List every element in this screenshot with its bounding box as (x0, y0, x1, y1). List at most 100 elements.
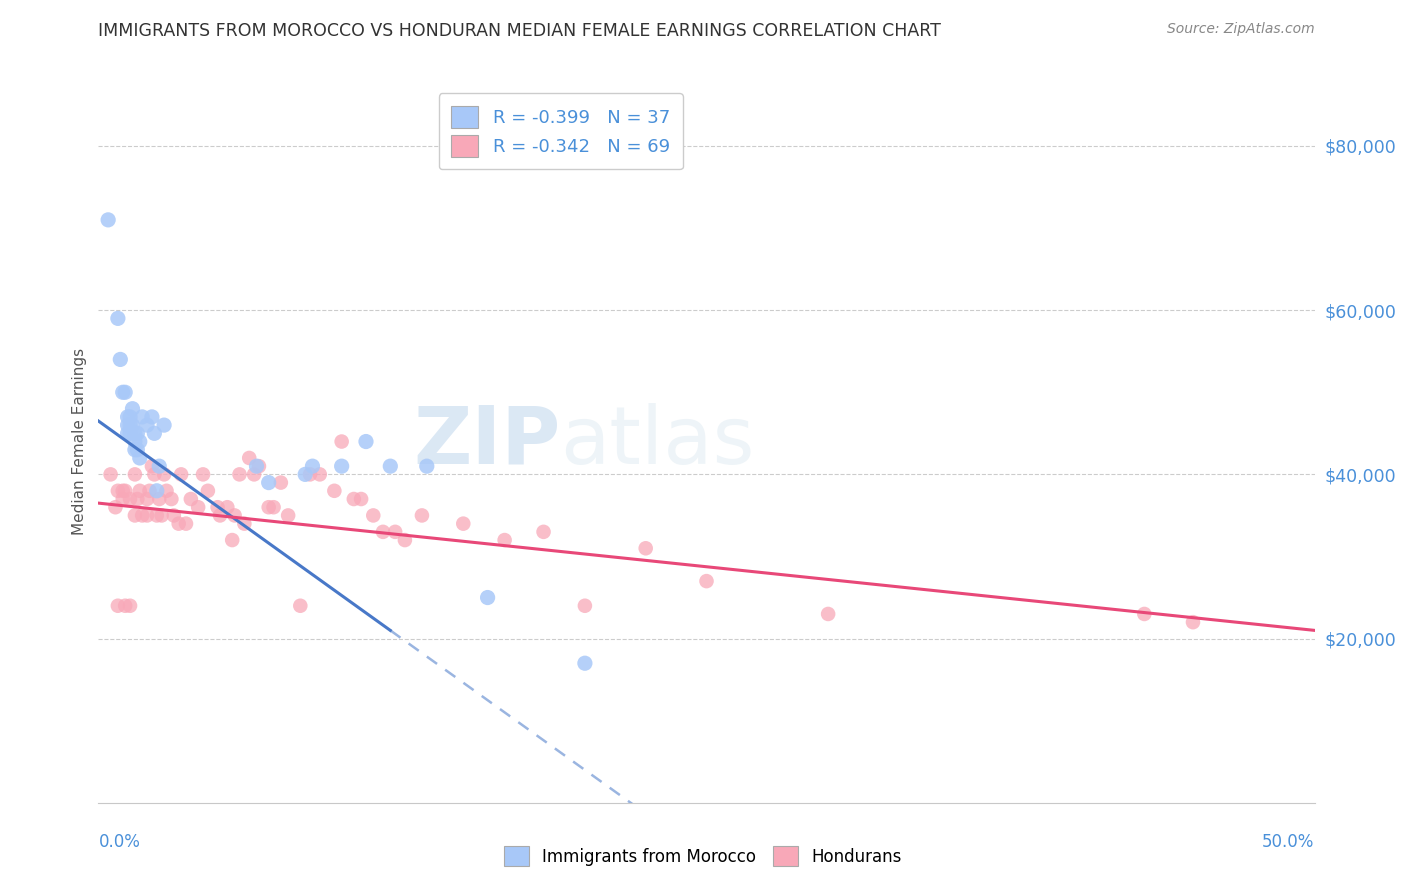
Text: 0.0%: 0.0% (98, 833, 141, 851)
Point (117, 426, 139, 441)
Y-axis label: Median Female Earnings: Median Female Earnings (72, 348, 87, 535)
Point (153, 467, 176, 482)
Point (114, 599, 136, 613)
Point (354, 434, 377, 449)
Point (207, 500, 229, 515)
Point (111, 385, 134, 400)
Point (153, 418, 176, 433)
Point (128, 450, 150, 465)
Point (167, 516, 190, 531)
Point (477, 591, 499, 605)
Point (138, 483, 160, 498)
Point (131, 409, 153, 424)
Point (128, 483, 150, 498)
Point (191, 467, 214, 482)
Point (343, 491, 366, 506)
Point (136, 491, 159, 506)
Point (163, 508, 186, 523)
Point (380, 459, 402, 474)
Point (148, 491, 170, 506)
Point (174, 516, 197, 531)
Point (141, 459, 163, 474)
Point (301, 459, 323, 474)
Point (146, 483, 169, 498)
Point (323, 483, 346, 498)
Point (187, 500, 209, 515)
Point (100, 467, 122, 482)
Point (118, 491, 141, 506)
Point (128, 434, 150, 449)
Point (416, 459, 439, 474)
Point (124, 426, 146, 441)
Point (634, 541, 657, 556)
Point (1133, 607, 1156, 621)
Point (107, 599, 129, 613)
Point (155, 483, 177, 498)
Point (121, 401, 143, 416)
Point (494, 533, 516, 547)
Legend: R = -0.399   N = 37, R = -0.342   N = 69: R = -0.399 N = 37, R = -0.342 N = 69 (439, 93, 682, 169)
Point (148, 459, 170, 474)
Point (127, 491, 149, 506)
Point (117, 409, 139, 424)
Point (124, 508, 146, 523)
Point (127, 442, 149, 457)
Point (118, 418, 141, 433)
Point (294, 467, 316, 482)
Point (533, 524, 555, 539)
Point (233, 516, 256, 531)
Point (817, 607, 839, 621)
Point (411, 508, 433, 523)
Point (217, 500, 239, 515)
Point (350, 491, 373, 506)
Point (263, 500, 285, 515)
Text: Source: ZipAtlas.com: Source: ZipAtlas.com (1167, 22, 1315, 37)
Point (394, 533, 416, 547)
Point (308, 467, 330, 482)
Point (104, 500, 127, 515)
Point (243, 467, 266, 482)
Point (170, 467, 193, 482)
Point (453, 516, 475, 531)
Point (136, 508, 159, 523)
Point (238, 450, 260, 465)
Point (111, 483, 134, 498)
Point (97, 212, 120, 227)
Point (228, 467, 250, 482)
Point (114, 385, 136, 400)
Point (127, 426, 149, 441)
Point (209, 508, 232, 523)
Point (299, 467, 322, 482)
Point (361, 508, 384, 523)
Point (124, 434, 146, 449)
Point (118, 409, 141, 424)
Point (107, 483, 129, 498)
Point (114, 483, 136, 498)
Point (141, 409, 163, 424)
Point (124, 467, 146, 482)
Point (257, 500, 280, 515)
Point (136, 418, 159, 433)
Text: ZIP: ZIP (413, 402, 561, 481)
Point (270, 475, 292, 490)
Point (221, 533, 243, 547)
Point (143, 467, 166, 482)
Point (118, 599, 141, 613)
Point (121, 418, 143, 433)
Point (330, 459, 353, 474)
Point (111, 491, 134, 506)
Text: 50.0%: 50.0% (1263, 833, 1315, 851)
Point (160, 491, 183, 506)
Point (245, 459, 267, 474)
Point (1182, 615, 1205, 630)
Point (117, 418, 139, 433)
Point (150, 508, 173, 523)
Point (290, 599, 312, 613)
Point (118, 426, 141, 441)
Text: atlas: atlas (561, 402, 755, 481)
Point (224, 508, 246, 523)
Legend: Immigrants from Morocco, Hondurans: Immigrants from Morocco, Hondurans (498, 839, 908, 873)
Point (197, 483, 219, 498)
Point (257, 475, 280, 490)
Point (107, 311, 129, 326)
